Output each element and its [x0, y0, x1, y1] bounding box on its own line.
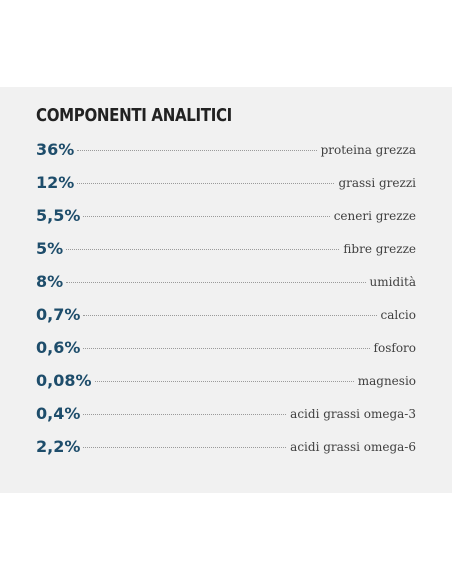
dotted-leader	[66, 249, 340, 250]
component-row: 12% grassi grezzi	[36, 166, 416, 199]
component-label: ceneri grezze	[333, 208, 416, 223]
component-row: 8% umidità	[36, 265, 416, 298]
component-label: acidi grassi omega-3	[290, 406, 416, 421]
component-row: 0,7% calcio	[36, 298, 416, 331]
component-row: 0,4% acidi grassi omega-3	[36, 397, 416, 430]
component-value: 0,6%	[36, 338, 81, 357]
component-label: grassi grezzi	[338, 175, 416, 190]
component-value: 2,2%	[36, 437, 81, 456]
component-value: 8%	[36, 272, 64, 291]
component-value: 36%	[36, 140, 75, 159]
component-label: calcio	[380, 307, 417, 322]
components-list: 36% proteina grezza 12% grassi grezzi 5,…	[36, 133, 416, 463]
component-value: 5,5%	[36, 206, 81, 225]
dotted-leader	[83, 315, 377, 316]
dotted-leader	[83, 447, 287, 448]
dotted-leader	[66, 282, 366, 283]
analytical-components-panel	[0, 87, 452, 493]
section-title: COMPONENTI ANALITICI	[36, 106, 232, 126]
dotted-leader	[77, 183, 335, 184]
component-label: magnesio	[357, 373, 416, 388]
component-row: 2,2% acidi grassi omega-6	[36, 430, 416, 463]
component-label: proteina grezza	[320, 142, 416, 157]
component-label: fosforo	[373, 340, 416, 355]
component-row: 5% fibre grezze	[36, 232, 416, 265]
component-row: 0,6% fosforo	[36, 331, 416, 364]
component-value: 5%	[36, 239, 64, 258]
component-row: 5,5% ceneri grezze	[36, 199, 416, 232]
dotted-leader	[83, 348, 370, 349]
component-value: 12%	[36, 173, 75, 192]
component-row: 36% proteina grezza	[36, 133, 416, 166]
dotted-leader	[83, 216, 330, 217]
component-label: fibre grezze	[343, 241, 416, 256]
component-label: umidità	[369, 274, 416, 289]
dotted-leader	[94, 381, 354, 382]
dotted-leader	[83, 414, 287, 415]
component-row: 0,08% magnesio	[36, 364, 416, 397]
component-label: acidi grassi omega-6	[290, 439, 416, 454]
component-value: 0,4%	[36, 404, 81, 423]
component-value: 0,7%	[36, 305, 81, 324]
dotted-leader	[77, 150, 317, 151]
component-value: 0,08%	[36, 371, 92, 390]
